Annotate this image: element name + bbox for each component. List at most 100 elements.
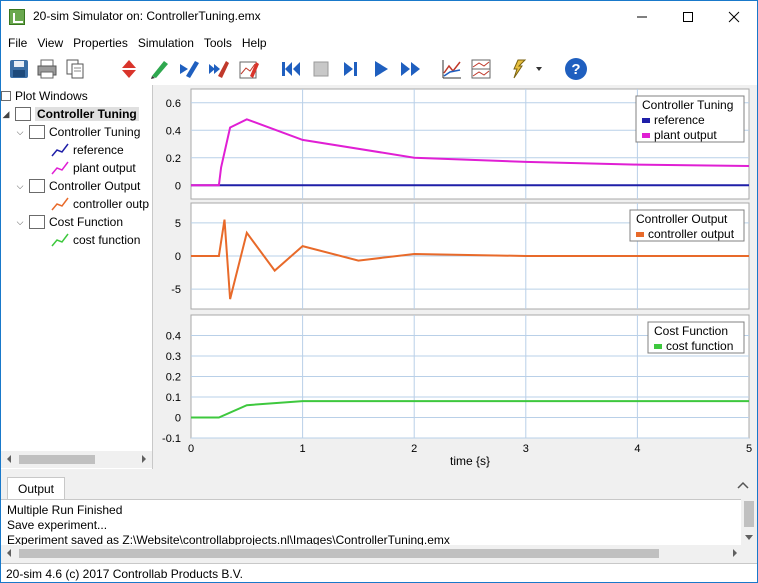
tree-plot-item[interactable]: ⌵ Controller Output bbox=[15, 177, 140, 195]
plot-icon bbox=[29, 179, 45, 193]
plot-properties-button[interactable] bbox=[469, 57, 493, 81]
parameters-icon bbox=[122, 60, 136, 78]
close-icon bbox=[728, 11, 740, 22]
menu-help[interactable]: Help bbox=[241, 35, 267, 50]
legend-swatch bbox=[654, 344, 662, 349]
plot-area: 0.6 0.4 0.2 0 Controller Tuning reference plan… bbox=[155, 87, 756, 468]
edit-blue-button[interactable] bbox=[177, 57, 201, 81]
plot-properties-icon bbox=[471, 59, 491, 79]
legend-title: Controller Tuning bbox=[642, 98, 733, 112]
title-bar[interactable]: 20-sim Simulator on: ControllerTuning.em… bbox=[1, 1, 757, 32]
x-tick-label: 0 bbox=[188, 443, 194, 455]
skip-back-icon bbox=[282, 62, 300, 76]
expand-icon: ⌵ bbox=[16, 180, 24, 191]
tools-dropdown-icon bbox=[513, 59, 542, 79]
tree-window-label: Controller Tuning bbox=[35, 107, 139, 121]
y-tick-label: -0.1 bbox=[162, 433, 181, 445]
plot-windows-tree: Plot Windows ◢ Controller Tuning ⌵ Contr… bbox=[1, 85, 153, 469]
edit-plot-button[interactable] bbox=[237, 57, 261, 81]
tree-plot-item[interactable]: ⌵ Controller Tuning bbox=[15, 123, 140, 141]
plots-canvas[interactable]: 0.6 0.4 0.2 0 Controller Tuningreferenceplan… bbox=[155, 87, 756, 468]
curve-icon bbox=[51, 233, 69, 247]
menu-bar: File View Properties Simulation Tools He… bbox=[1, 32, 757, 53]
scroll-left-icon bbox=[7, 549, 11, 557]
tree-curve-label: reference bbox=[73, 143, 124, 157]
y-tick-label: 0.3 bbox=[166, 351, 181, 363]
x-tick-label: 1 bbox=[300, 443, 306, 455]
tools-dropdown-button[interactable] bbox=[509, 57, 545, 81]
tree-curve-item[interactable]: controller outp bbox=[51, 195, 149, 213]
legend-title: Controller Output bbox=[636, 212, 728, 226]
print-button[interactable] bbox=[35, 57, 59, 81]
output-vertical-scrollbar[interactable] bbox=[741, 499, 757, 545]
copy-button[interactable] bbox=[63, 57, 87, 81]
scroll-right-icon bbox=[733, 549, 737, 557]
menu-file[interactable]: File bbox=[8, 35, 28, 50]
y-tick-label: 0 bbox=[175, 413, 181, 425]
maximize-button[interactable] bbox=[665, 1, 711, 32]
series-line bbox=[191, 400, 749, 419]
x-tick-label: 5 bbox=[746, 443, 752, 455]
edit-green-button[interactable] bbox=[147, 57, 171, 81]
help-icon: ? bbox=[565, 58, 587, 80]
run-multiple-button[interactable] bbox=[399, 57, 423, 81]
output-tab[interactable]: Output bbox=[7, 477, 65, 499]
stop-button[interactable] bbox=[309, 57, 333, 81]
scroll-thumb[interactable] bbox=[19, 549, 659, 558]
copy-icon bbox=[66, 59, 84, 79]
tree-window-item[interactable]: ◢ Controller Tuning bbox=[1, 105, 152, 123]
y-tick-label: 0.1 bbox=[166, 392, 181, 404]
series-line bbox=[191, 219, 749, 300]
legend-swatch bbox=[642, 118, 650, 123]
menu-simulation[interactable]: Simulation bbox=[137, 35, 194, 50]
legend-swatch bbox=[636, 232, 644, 237]
scrollbar-track bbox=[7, 549, 737, 558]
legend-entry: reference bbox=[654, 113, 705, 127]
tree-curve-item[interactable]: cost function bbox=[51, 231, 140, 249]
output-horizontal-scrollbar[interactable] bbox=[1, 545, 757, 562]
tree-plot-item[interactable]: ⌵ Cost Function bbox=[15, 213, 123, 231]
print-icon bbox=[37, 59, 57, 79]
plot-button[interactable] bbox=[439, 57, 463, 81]
menu-properties[interactable]: Properties bbox=[73, 35, 128, 50]
help-button[interactable]: ? bbox=[564, 57, 588, 81]
legend-box bbox=[629, 209, 745, 242]
y-tick-label: 0 bbox=[175, 180, 181, 192]
legend-entry: controller output bbox=[648, 227, 735, 241]
y-tick-label: 0.4 bbox=[166, 331, 181, 343]
x-axis-label: time {s} bbox=[450, 454, 490, 468]
run-button[interactable] bbox=[369, 57, 393, 81]
plot-icon bbox=[442, 60, 461, 79]
x-tick-label: 2 bbox=[411, 443, 417, 455]
tree-curve-label: plant output bbox=[73, 161, 136, 175]
tree-curve-item[interactable]: plant output bbox=[51, 159, 136, 177]
skip-back-button[interactable] bbox=[279, 57, 303, 81]
y-tick-label: 0.2 bbox=[166, 372, 181, 384]
curve-icon bbox=[51, 143, 69, 157]
y-tick-label: -5 bbox=[171, 284, 181, 296]
tree-horizontal-scrollbar[interactable] bbox=[1, 451, 152, 468]
output-log: Multiple Run Finished Save experiment...… bbox=[1, 499, 741, 547]
tree-root-label: Plot Windows bbox=[15, 89, 88, 103]
close-button[interactable] bbox=[711, 1, 757, 32]
step-button[interactable] bbox=[339, 57, 363, 81]
scroll-thumb[interactable] bbox=[19, 455, 95, 464]
collapse-up-icon[interactable] bbox=[736, 479, 750, 491]
tree-curve-item[interactable]: reference bbox=[51, 141, 124, 159]
y-tick-label: 5 bbox=[175, 218, 181, 230]
legend-box bbox=[647, 321, 745, 354]
y-tick-label: 0.6 bbox=[166, 98, 181, 110]
scroll-down-icon bbox=[745, 535, 753, 540]
y-tick-label: 0.4 bbox=[166, 125, 181, 137]
toolbar: ? bbox=[1, 53, 757, 85]
parameters-button[interactable] bbox=[117, 57, 141, 81]
minimize-button[interactable] bbox=[619, 1, 665, 32]
expand-icon: ⌵ bbox=[16, 216, 24, 227]
edit-multiple-button[interactable] bbox=[207, 57, 231, 81]
edit-plot-icon bbox=[239, 61, 259, 79]
save-button[interactable] bbox=[7, 57, 31, 81]
tree-root[interactable]: Plot Windows bbox=[1, 87, 88, 105]
menu-view[interactable]: View bbox=[37, 35, 64, 50]
menu-tools[interactable]: Tools bbox=[203, 35, 232, 50]
scroll-thumb[interactable] bbox=[744, 501, 754, 527]
